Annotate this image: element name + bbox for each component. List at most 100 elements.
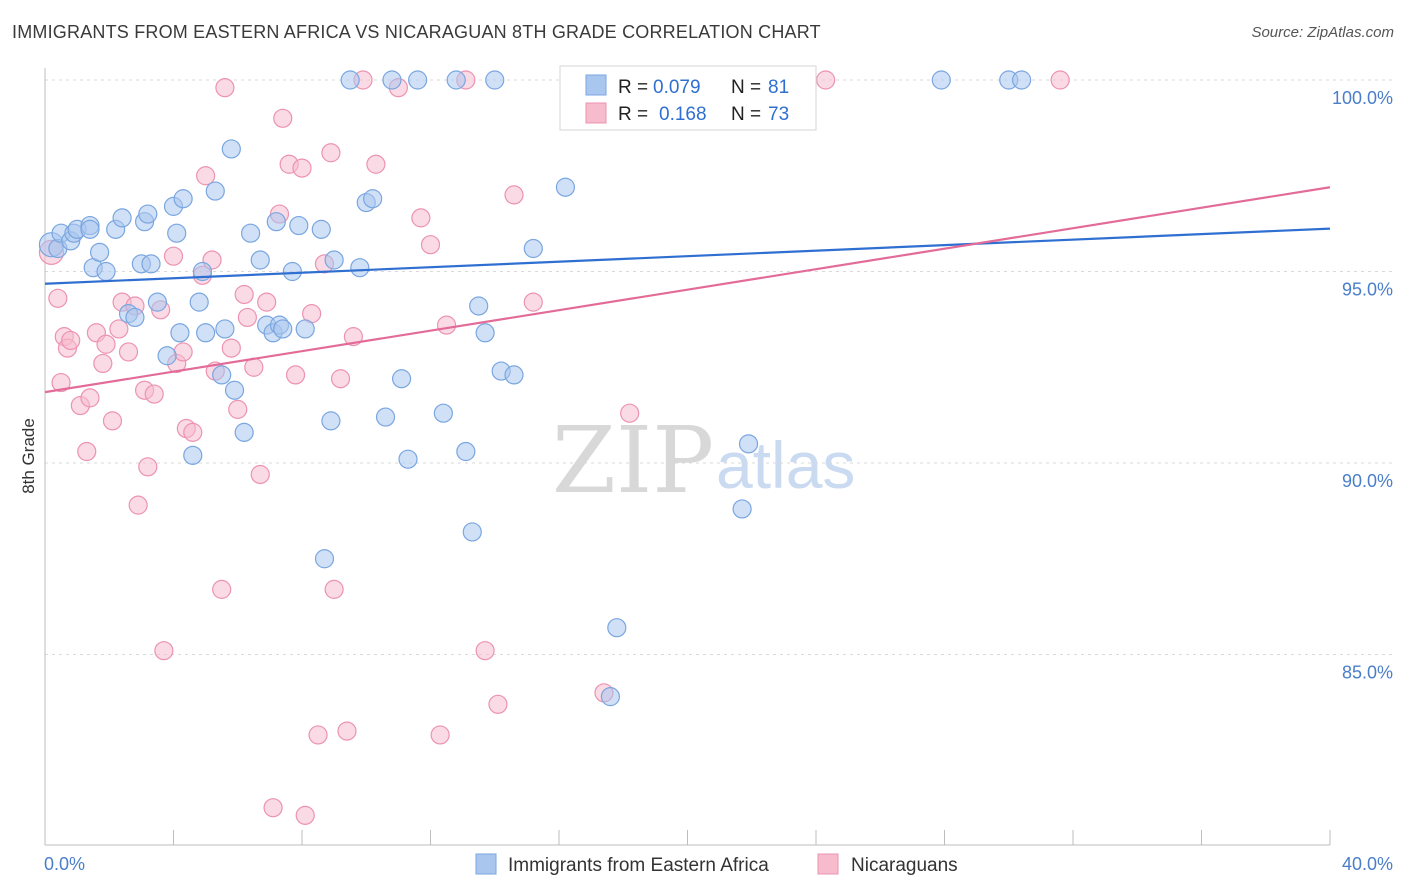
eastern-africa-point xyxy=(234,422,254,442)
series-eastern-africa-points xyxy=(38,70,1032,707)
nicaraguans-point xyxy=(163,246,184,266)
nicaraguans-point xyxy=(523,292,543,312)
bottom-legend-swatch-blue xyxy=(475,853,497,875)
legend-n-value-1: 81 xyxy=(768,77,789,98)
nicaraguans-point xyxy=(138,457,158,477)
nicaraguans-point xyxy=(228,399,248,419)
eastern-africa-point xyxy=(433,403,453,423)
y-tick-label: 100.0% xyxy=(1332,88,1393,108)
nicaraguans-point xyxy=(221,338,241,358)
legend-n-label-1: N = xyxy=(731,77,761,98)
bottom-legend-label-1: Immigrants from Eastern Africa xyxy=(508,855,769,876)
nicaraguans-point xyxy=(1050,70,1070,90)
nicaraguans-point xyxy=(420,235,441,255)
eastern-africa-point xyxy=(215,319,235,339)
eastern-africa-point xyxy=(282,261,302,282)
eastern-africa-point xyxy=(141,254,161,274)
eastern-africa-point xyxy=(90,242,110,262)
bottom-legend-label-2: Nicaraguans xyxy=(851,855,958,876)
y-tick-label: 85.0% xyxy=(1342,663,1393,683)
nicaraguans-point xyxy=(308,725,328,745)
eastern-africa-point xyxy=(311,219,331,239)
eastern-africa-point xyxy=(96,261,116,282)
eastern-africa-point xyxy=(462,522,482,542)
eastern-africa-point xyxy=(398,449,418,469)
nicaraguans-point xyxy=(337,721,357,741)
nicaraguans-point xyxy=(93,353,113,374)
nicaraguans-point xyxy=(475,641,495,661)
nicaraguans-point xyxy=(212,579,232,599)
stats-legend: R = 0.079 N = 81 R = 0.168 N = 73 xyxy=(559,65,817,131)
y-tick-label: 95.0% xyxy=(1342,280,1393,300)
eastern-africa-point xyxy=(112,208,132,228)
nicaraguans-point xyxy=(343,327,363,347)
nicaraguans-point xyxy=(234,284,254,305)
nicaraguans-point xyxy=(48,288,68,308)
eastern-africa-point xyxy=(138,204,158,224)
nicaraguans-point xyxy=(285,365,306,385)
eastern-africa-point xyxy=(266,212,286,232)
eastern-africa-point xyxy=(446,70,466,90)
source-label: Source: ZipAtlas.com xyxy=(1251,24,1394,41)
nicaraguans-point xyxy=(321,143,341,163)
legend-n-label-2: N = xyxy=(731,104,761,125)
eastern-africa-point xyxy=(321,411,341,431)
nicaraguans-point xyxy=(436,315,457,335)
nicaraguans-point xyxy=(102,411,123,431)
eastern-africa-point xyxy=(600,687,621,707)
eastern-africa-point xyxy=(147,292,168,312)
y-axis-label: 8th Grade xyxy=(19,418,38,494)
nicaraguans-point xyxy=(237,307,257,328)
nicaraguans-point xyxy=(96,334,116,354)
eastern-africa-point xyxy=(167,223,187,243)
eastern-africa-point xyxy=(125,307,145,328)
eastern-africa-point xyxy=(607,618,627,638)
eastern-africa-point xyxy=(363,189,383,209)
eastern-africa-point xyxy=(391,369,412,389)
eastern-africa-point xyxy=(375,407,396,427)
eastern-africa-point xyxy=(241,223,261,243)
eastern-africa-point xyxy=(80,219,100,239)
series-nicaraguans-points xyxy=(38,70,1070,825)
y-axis-tick-labels: 85.0% 90.0% 95.0% 100.0% xyxy=(1332,88,1393,683)
eastern-africa-point xyxy=(289,215,309,236)
nicaraguans-point xyxy=(330,369,351,389)
nicaraguans-point xyxy=(80,388,100,408)
eastern-africa-point xyxy=(382,70,402,90)
trend-line-eastern-africa xyxy=(44,227,1331,285)
x-tick-label-max: 40.0% xyxy=(1342,854,1393,874)
eastern-africa-point xyxy=(221,139,241,159)
eastern-africa-point xyxy=(250,250,270,270)
legend-r-value-1: 0.079 xyxy=(653,77,701,98)
eastern-africa-point xyxy=(456,441,476,462)
nicaraguans-point xyxy=(411,208,431,228)
eastern-africa-point xyxy=(475,323,495,343)
nicaraguans-point xyxy=(620,403,640,423)
legend-r-label-1: R = xyxy=(618,77,648,98)
legend-r-value-2: 0.168 xyxy=(659,104,707,125)
nicaraguans-point xyxy=(215,78,235,98)
nicaraguans-point xyxy=(109,319,129,339)
eastern-africa-point xyxy=(485,70,505,90)
legend-swatch-blue xyxy=(585,74,607,96)
eastern-africa-point xyxy=(224,380,245,400)
trend-lines xyxy=(44,186,1331,394)
eastern-africa-point xyxy=(504,365,524,385)
eastern-africa-point xyxy=(170,323,190,343)
nicaraguans-point xyxy=(128,495,148,515)
y-tick-label: 90.0% xyxy=(1342,471,1393,491)
chart-title: IMMIGRANTS FROM EASTERN AFRICA VS NICARA… xyxy=(12,22,821,42)
eastern-africa-point xyxy=(314,549,335,569)
eastern-africa-point xyxy=(931,70,951,90)
nicaraguans-point xyxy=(273,108,293,128)
eastern-africa-point xyxy=(196,323,216,343)
nicaraguans-point xyxy=(430,725,450,745)
nicaraguans-point xyxy=(295,805,315,825)
nicaraguans-point xyxy=(324,579,344,599)
bottom-legend-swatch-pink xyxy=(817,853,839,875)
legend-n-value-2: 73 xyxy=(768,104,789,125)
eastern-africa-point xyxy=(324,250,344,270)
nicaraguans-point xyxy=(61,330,81,351)
watermark-atlas: atlas xyxy=(716,428,855,502)
